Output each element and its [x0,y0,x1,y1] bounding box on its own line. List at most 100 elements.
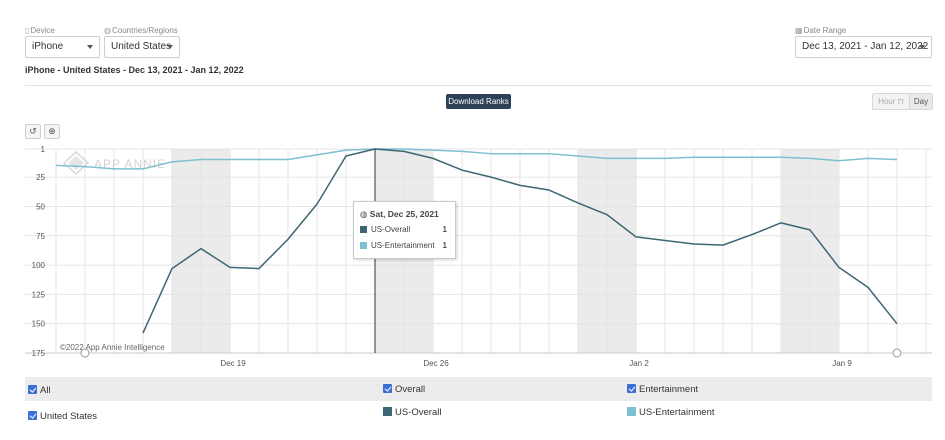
lock-icon: ⊓ [897,97,904,106]
zoom-in-icon: ⊕ [48,126,56,136]
checkbox-checked-icon[interactable] [383,384,392,393]
date-range-select[interactable]: Dec 13, 2021 - Jan 12, 2022 [795,36,932,58]
data-point-us-entertainment[interactable] [663,156,667,160]
x-tick-label: Jan 9 [832,359,852,368]
data-point-us-overall[interactable] [663,238,667,242]
data-point-us-overall[interactable] [286,237,290,241]
data-point-us-entertainment[interactable] [518,151,522,155]
data-point-us-overall[interactable] [837,265,841,269]
globe-icon: ◍ [360,209,368,219]
data-point-us-entertainment[interactable] [257,157,261,161]
data-point-us-overall[interactable] [170,266,174,270]
data-point-us-entertainment[interactable] [83,164,87,168]
data-point-us-overall[interactable] [199,246,203,250]
data-point-us-entertainment[interactable] [54,163,58,167]
series-line-us-overall[interactable] [142,148,898,334]
data-point-us-overall[interactable] [228,265,232,269]
y-tick-label: 125 [32,290,46,299]
device-select[interactable]: iPhone [25,36,100,58]
data-point-us-overall[interactable] [779,221,783,225]
data-point-us-overall[interactable] [489,175,493,179]
download-ranks-button[interactable]: Download Ranks [446,94,511,109]
y-tick-label: 100 [32,261,46,270]
range-handle-left[interactable] [80,348,90,358]
series-line-us-entertainment[interactable] [55,148,898,170]
data-point-us-overall[interactable] [866,285,870,289]
data-point-us-entertainment[interactable] [750,155,754,159]
checkbox-checked-icon[interactable] [28,411,37,420]
y-tick-label: 150 [32,320,46,329]
data-point-us-overall[interactable] [460,168,464,172]
checkbox-checked-icon[interactable] [627,384,636,393]
data-point-us-overall[interactable] [750,232,754,236]
chevron-down-icon [167,45,173,49]
data-point-us-entertainment[interactable] [779,155,783,159]
data-point-us-overall[interactable] [692,242,696,246]
data-point-us-overall[interactable] [721,243,725,247]
chevron-down-icon [87,45,93,49]
country-select[interactable]: United States [104,36,180,58]
data-point-us-overall[interactable] [315,202,319,206]
data-point-us-entertainment[interactable] [808,156,812,160]
data-point-us-entertainment[interactable] [721,155,725,159]
data-point-us-entertainment[interactable] [547,151,551,155]
data-point-us-entertainment[interactable] [431,148,435,152]
data-point-us-entertainment[interactable] [315,153,319,157]
hour-toggle[interactable]: Hour ⊓ [872,93,910,110]
data-point-us-overall[interactable] [895,321,899,325]
swatch-entertainment [360,242,367,249]
data-point-us-entertainment[interactable] [605,156,609,160]
checkbox-checked-icon[interactable] [28,385,37,394]
data-point-us-entertainment[interactable] [112,167,116,171]
data-point-us-overall[interactable] [402,149,406,153]
x-tick-label: Jan 2 [629,359,649,368]
y-tick-label: 75 [36,232,45,241]
country-label: ◍Countries/Regions [104,26,178,35]
chevron-down-icon [919,45,925,49]
data-point-us-entertainment[interactable] [170,160,174,164]
tooltip-value-overall: 1 [442,225,447,234]
tooltip-date: Sat, Dec 25, 2021 [369,209,439,219]
data-point-us-overall[interactable] [344,154,348,158]
data-point-us-entertainment[interactable] [141,167,145,171]
data-point-us-entertainment[interactable] [286,157,290,161]
data-point-us-entertainment[interactable] [634,156,638,160]
tooltip-row-overall: US-Overall 1 [360,225,452,234]
data-point-us-entertainment[interactable] [837,159,841,163]
data-point-us-entertainment[interactable] [895,157,899,161]
copyright-text: ©2022 App Annie Intelligence [60,343,165,352]
data-point-us-entertainment[interactable] [228,157,232,161]
filter-overall[interactable]: Overall [383,384,425,395]
y-tick-label: 50 [36,202,45,211]
data-point-us-overall[interactable] [257,266,261,270]
data-point-us-overall[interactable] [634,235,638,239]
data-point-us-overall[interactable] [518,183,522,187]
reset-zoom-button[interactable]: ↺ [25,124,41,139]
filter-united-states[interactable]: United States [28,411,97,422]
data-point-us-overall[interactable] [141,331,145,335]
data-point-us-overall[interactable] [547,188,551,192]
legend-series-overall[interactable]: US-Overall [383,407,441,418]
data-point-us-entertainment[interactable] [866,156,870,160]
swatch-overall [383,407,392,416]
range-handle-right[interactable] [892,348,902,358]
filter-entertainment[interactable]: Entertainment [627,384,698,395]
data-point-us-entertainment[interactable] [692,155,696,159]
zoom-button[interactable]: ⊕ [44,124,60,139]
data-point-us-entertainment[interactable] [344,148,348,152]
day-toggle[interactable]: Day [909,93,933,110]
data-point-us-overall[interactable] [605,212,609,216]
chart-subtitle: iPhone - United States - Dec 13, 2021 - … [25,65,244,75]
legend-series-entertainment[interactable]: US-Entertainment [627,407,715,418]
data-point-us-overall[interactable] [431,156,435,160]
data-point-us-entertainment[interactable] [576,154,580,158]
data-point-us-overall[interactable] [808,228,812,232]
data-point-us-entertainment[interactable] [199,157,203,161]
data-point-us-entertainment[interactable] [489,151,493,155]
y-tick-label: 1 [41,145,46,154]
x-tick-label: Dec 26 [423,359,449,368]
data-point-us-entertainment[interactable] [460,149,464,153]
filter-all[interactable]: All [28,385,51,396]
data-point-us-overall[interactable] [576,201,580,205]
